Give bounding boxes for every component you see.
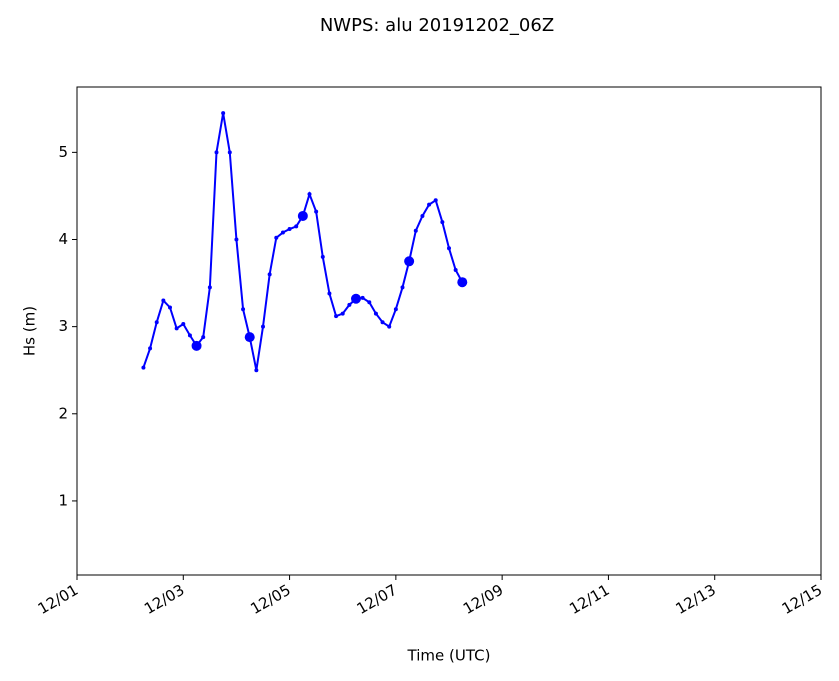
point-marker: [427, 202, 432, 207]
point-marker: [267, 272, 272, 277]
x-tick-label: 12/15: [779, 581, 825, 618]
x-axis-label: Time (UTC): [407, 647, 491, 665]
point-marker: [320, 254, 325, 259]
point-marker: [400, 285, 405, 290]
daily-marker: [297, 210, 308, 221]
point-marker: [294, 224, 299, 229]
daily-marker: [244, 332, 255, 343]
y-tick-label: 4: [58, 230, 68, 248]
point-marker: [214, 150, 219, 155]
point-marker: [433, 198, 438, 203]
point-marker: [367, 300, 372, 305]
point-marker: [181, 322, 186, 327]
point-marker: [148, 346, 153, 351]
point-marker: [387, 324, 392, 329]
point-marker: [274, 235, 279, 240]
plot-frame: [76, 86, 822, 576]
point-marker: [340, 311, 345, 316]
point-marker: [327, 291, 332, 296]
point-marker: [227, 150, 232, 155]
point-marker: [447, 246, 451, 251]
point-marker: [207, 285, 212, 290]
daily-marker: [351, 293, 361, 304]
x-tick-label: 12/05: [247, 581, 293, 618]
y-tick-label: 5: [58, 143, 68, 161]
point-marker: [373, 311, 378, 316]
x-tick-label: 12/13: [673, 581, 719, 618]
point-marker: [201, 335, 206, 340]
point-marker: [380, 320, 385, 325]
daily-marker: [404, 256, 415, 267]
point-marker: [154, 320, 159, 325]
x-tick-label: 12/03: [141, 581, 187, 618]
daily-marker: [191, 340, 202, 351]
series-line: [142, 112, 464, 371]
point-marker: [334, 314, 339, 319]
point-marker: [187, 333, 192, 338]
x-tick-label: 12/01: [35, 581, 81, 618]
point-marker: [141, 365, 146, 370]
point-marker: [393, 307, 398, 312]
point-marker: [254, 368, 259, 373]
point-marker: [314, 209, 319, 214]
point-marker: [241, 307, 246, 312]
x-tick-label: 12/09: [460, 581, 506, 618]
point-marker: [221, 111, 226, 116]
point-marker: [161, 298, 166, 303]
point-marker: [174, 326, 179, 331]
point-marker: [307, 192, 312, 197]
point-marker: [360, 295, 365, 300]
point-marker: [280, 230, 285, 235]
y-tick-label: 3: [58, 317, 68, 335]
y-tick-label: 2: [58, 404, 68, 422]
point-marker: [287, 227, 292, 232]
point-marker: [347, 302, 352, 307]
point-marker: [234, 237, 239, 242]
x-tick-label: 12/07: [354, 581, 400, 618]
y-tick-label: 1: [58, 491, 68, 509]
point-marker: [413, 228, 418, 233]
point-marker: [440, 220, 445, 225]
point-marker: [453, 268, 458, 272]
point-marker: [420, 213, 425, 218]
point-marker: [261, 324, 265, 329]
y-axis-label: Hs (m): [21, 306, 39, 356]
x-tick-label: 12/11: [566, 581, 612, 618]
daily-marker: [457, 277, 468, 288]
chart-title: NWPS: alu 20191202_06Z: [320, 15, 554, 36]
point-marker: [168, 305, 172, 310]
